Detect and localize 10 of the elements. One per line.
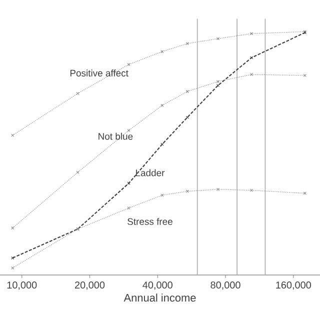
x-tick-label: 10,000 bbox=[7, 282, 37, 290]
series-label: Ladder bbox=[136, 169, 165, 176]
series-label: Positive affect bbox=[70, 70, 128, 76]
series-label: Stress free bbox=[128, 218, 172, 225]
x-axis-title: Annual income bbox=[124, 294, 196, 302]
x-tick-label: 80,000 bbox=[210, 282, 240, 290]
x-tick-label: 20,000 bbox=[75, 282, 105, 290]
x-tick-label: 40,000 bbox=[142, 282, 172, 290]
series-label: Not blue bbox=[98, 132, 133, 140]
x-tick-label: 160,000 bbox=[276, 282, 311, 290]
